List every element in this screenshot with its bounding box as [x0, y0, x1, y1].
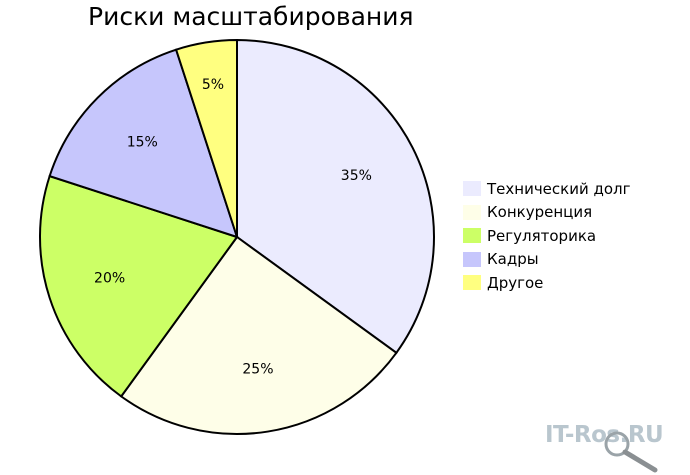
legend-item: Кадры	[463, 248, 631, 272]
legend-swatch	[463, 181, 481, 197]
pie-slice-1	[236, 38, 435, 355]
legend-label: Кадры	[487, 250, 539, 269]
pie-slice-3	[39, 174, 239, 398]
legend-item: Конкуренция	[463, 201, 631, 225]
pie-slice-5	[174, 38, 238, 238]
watermark: IT-Ros.RU	[535, 420, 685, 473]
legend-label: Технический долг	[487, 179, 631, 198]
slice-label-3: 20%	[94, 270, 125, 286]
legend-swatch	[463, 204, 481, 220]
slice-label-4: 15%	[127, 134, 158, 150]
legend-swatch	[463, 275, 481, 291]
pie-slice-4	[48, 48, 239, 239]
legend-item: Другое	[463, 271, 631, 295]
legend: Технический долг Конкуренция Регуляторика К…	[463, 177, 631, 295]
legend-item: Регуляторика	[463, 224, 631, 248]
legend-item: Технический долг	[463, 177, 631, 201]
magnifier-icon	[604, 431, 658, 473]
chart-title: Риски масштабирования	[88, 2, 414, 31]
legend-swatch	[463, 251, 481, 267]
legend-swatch	[463, 228, 481, 244]
slice-label-2: 25%	[242, 361, 273, 377]
legend-label: Конкуренция	[487, 203, 593, 222]
legend-label: Регуляторика	[487, 226, 597, 245]
slice-label-1: 35%	[341, 168, 372, 184]
legend-label: Другое	[487, 273, 544, 292]
slice-label-5: 5%	[202, 77, 224, 93]
watermark-text: IT-Ros.RU	[545, 422, 664, 448]
pie-slice-2	[119, 235, 398, 435]
